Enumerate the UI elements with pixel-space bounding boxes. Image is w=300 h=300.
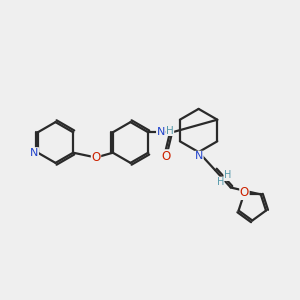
Text: O: O [240,187,249,200]
Text: N: N [157,127,165,137]
Text: H: H [217,177,224,187]
Text: H: H [166,125,174,136]
Text: O: O [92,151,100,164]
Text: N: N [195,151,203,161]
Text: H: H [224,170,231,181]
Text: O: O [161,150,171,163]
Text: N: N [30,148,38,158]
